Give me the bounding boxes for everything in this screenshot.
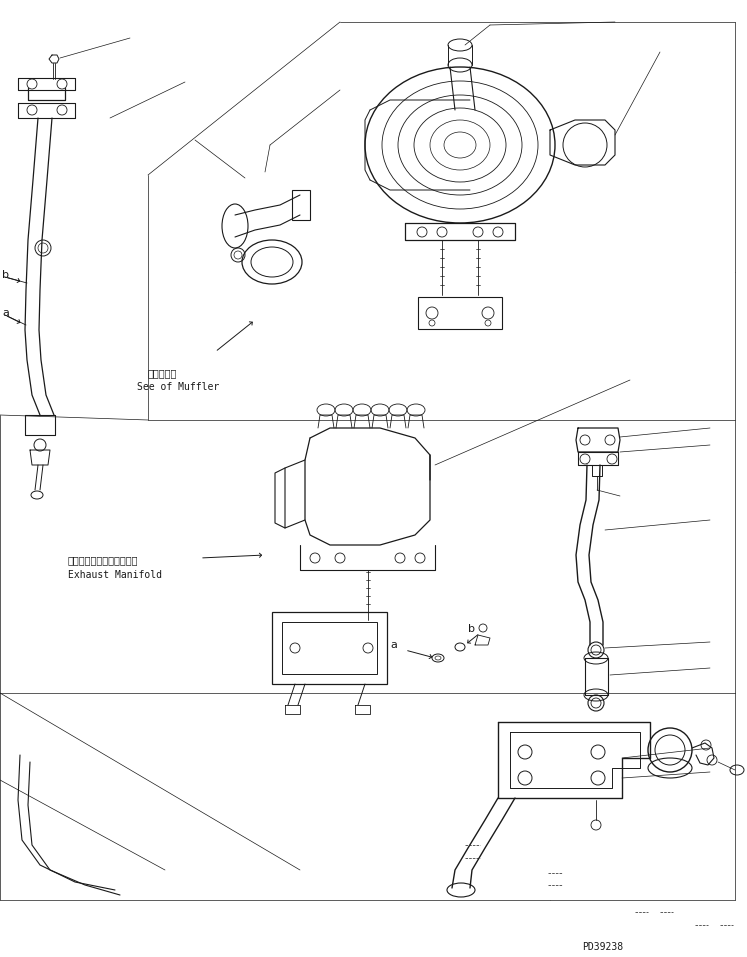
Text: a: a — [2, 308, 9, 318]
Bar — [292, 190, 310, 220]
Text: Exhaust Manifold: Exhaust Manifold — [68, 570, 162, 580]
Text: See of Muffler: See of Muffler — [137, 382, 220, 392]
Bar — [282, 622, 377, 674]
Text: b: b — [2, 270, 9, 280]
Text: a: a — [390, 640, 397, 650]
Bar — [418, 297, 502, 329]
Text: PD39238: PD39238 — [582, 942, 623, 952]
Text: エキゾーストマニホールド: エキゾーストマニホールド — [68, 555, 138, 565]
Bar — [272, 612, 387, 684]
Text: マフラ参照: マフラ参照 — [148, 368, 177, 378]
Text: b: b — [468, 624, 475, 634]
